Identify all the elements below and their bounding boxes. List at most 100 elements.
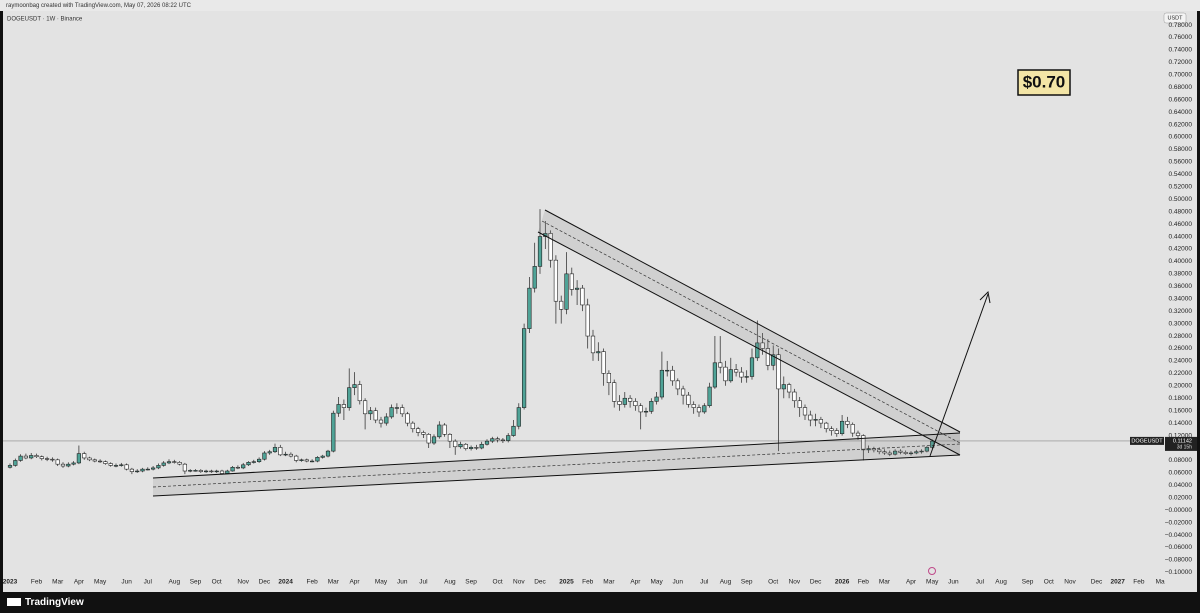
candle-body [71,462,76,465]
y-tick-label: 0.12000 [1169,432,1193,439]
candle-body [34,455,39,458]
x-tick-label: Sep [190,579,202,586]
symbol-label: DOGEUSDT [1131,438,1163,444]
candle-body [776,354,781,390]
candle-body [786,384,792,393]
candle-body [596,351,601,354]
candle-body [119,464,124,466]
candle-body [813,419,818,421]
currency-button[interactable] [1163,12,1187,24]
trendline [544,209,961,433]
candle-body [437,424,442,438]
x-tick-label: 2023 [3,579,18,586]
x-tick-label: Mar [603,579,615,586]
candle-body [649,401,654,412]
y-tick-label: −0.08000 [1165,557,1193,564]
candle-body [98,460,103,463]
candle-body [288,453,294,457]
y-tick-label: −0.02000 [1165,519,1193,526]
candle-body [18,455,23,461]
candle-body [384,416,389,424]
x-tick-label: Jul [976,579,985,586]
candle-body [23,455,29,459]
candle-body [166,461,172,464]
candle-body [723,366,728,382]
candle-body [182,463,188,472]
candle-body [733,369,739,373]
candle-body [50,458,55,461]
y-tick-label: 0.54000 [1169,171,1193,178]
candle-body [850,424,855,434]
candle-body [553,259,558,302]
candle-body [135,470,140,473]
candle-body [612,382,617,402]
candle-body [914,451,919,454]
candle-body [643,411,649,413]
candle-body [188,470,193,472]
arrow-head [979,290,991,304]
y-tick-label: 0.50000 [1169,196,1193,203]
candle-body [818,419,823,424]
candle-body [749,357,755,377]
y-tick-label: 0.78000 [1169,22,1193,29]
y-tick-label: 0.64000 [1169,109,1193,116]
candle-body [564,273,569,310]
candle-body [861,435,866,451]
y-tick-label: −0.00000 [1165,507,1193,514]
candle-body [834,430,839,435]
candle-body [824,422,829,430]
x-tick-label: Jun [397,579,408,586]
candle-body [309,460,315,463]
candle-body [82,453,87,459]
logo-mark [7,598,21,606]
candle-body [325,450,331,457]
x-tick-label: Feb [858,579,870,586]
trendline [152,454,961,497]
x-tick-label: 2026 [835,579,850,586]
candle-body [87,457,92,461]
candle-body [797,400,802,408]
last-price-label: 0.11142 [1173,438,1192,444]
x-tick-label: Mar [328,579,340,586]
candle-body [272,447,278,453]
candle-body [585,304,590,337]
candle-body [903,452,908,454]
x-tick-label: Apr [74,579,85,586]
x-tick-label: Feb [31,579,43,586]
candle-body [209,470,214,473]
x-tick-label: Jul [144,579,153,586]
candle-body [431,436,437,444]
candle-body [44,458,50,460]
x-tick-label: Jun [948,579,959,586]
candle-body [156,465,161,469]
y-tick-label: 0.06000 [1169,470,1193,477]
candle-body [256,458,262,462]
y-tick-label: −0.10000 [1165,569,1193,576]
x-tick-label: Feb [306,579,318,586]
x-tick-label: Ma [1156,579,1165,586]
arrow [929,293,989,457]
candle-body [760,342,765,349]
candle-body [389,407,394,418]
x-tick-label: Dec [1091,579,1103,586]
candle-body [765,348,770,366]
x-tick-label: 2024 [278,579,293,586]
footer-bar [0,592,1200,613]
y-tick-label: 0.30000 [1169,320,1193,327]
candle-body [829,428,834,431]
y-tick-label: 0.56000 [1169,159,1193,166]
y-tick-label: 0.68000 [1169,84,1193,91]
x-tick-label: Sep [741,579,753,586]
candle-body [665,369,670,372]
y-tick-label: 0.72000 [1169,59,1193,66]
y-tick-label: 0.52000 [1169,183,1193,190]
x-tick-label: Nov [1064,579,1076,586]
candle-body [235,466,241,469]
y-tick-label: 0.28000 [1169,333,1193,340]
candle-body [368,410,373,415]
countdown: 3d 15h [1177,445,1193,451]
candle-body [574,287,580,290]
chart-title: DOGEUSDT · 1W · Binance [7,17,83,23]
rising-channel [153,433,960,496]
candle-body [76,453,81,464]
